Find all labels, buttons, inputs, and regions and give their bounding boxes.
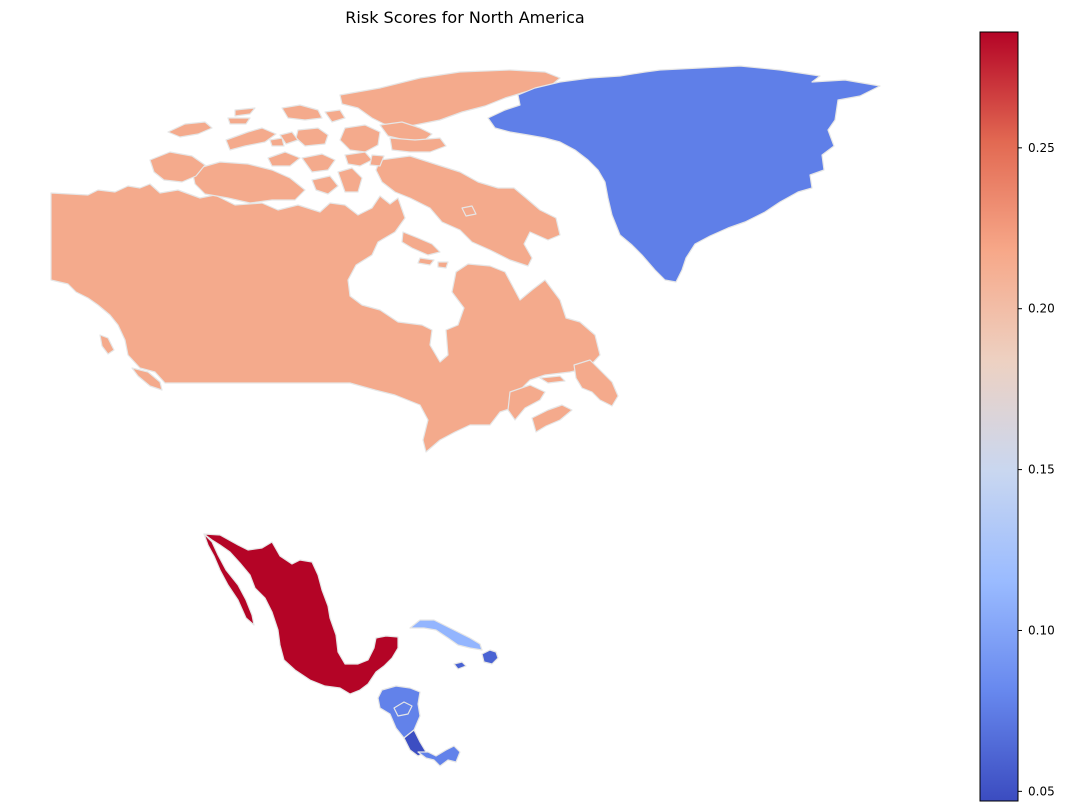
colorbar-gradient bbox=[980, 32, 1018, 801]
region-greenland bbox=[487, 65, 881, 283]
region-mexico bbox=[203, 533, 399, 695]
colorbar: 0.05 0.10 0.15 0.20 0.25 bbox=[979, 31, 1055, 802]
colorbar-tick-label: 0.05 bbox=[1028, 784, 1055, 798]
colorbar-ticks: 0.05 0.10 0.15 0.20 0.25 bbox=[1018, 141, 1055, 798]
colorbar-tick-label: 0.25 bbox=[1028, 141, 1055, 155]
colorbar-tick-label: 0.20 bbox=[1028, 302, 1055, 316]
map-title: Risk Scores for North America bbox=[345, 8, 584, 27]
colorbar-frame bbox=[979, 31, 1019, 802]
colorbar-tick-label: 0.15 bbox=[1028, 463, 1055, 477]
region-canada bbox=[50, 69, 619, 453]
colorbar-tick-label: 0.10 bbox=[1028, 623, 1055, 637]
region-cuba bbox=[409, 619, 483, 651]
region-panama bbox=[417, 745, 461, 767]
region-haiti-dr bbox=[453, 649, 499, 670]
